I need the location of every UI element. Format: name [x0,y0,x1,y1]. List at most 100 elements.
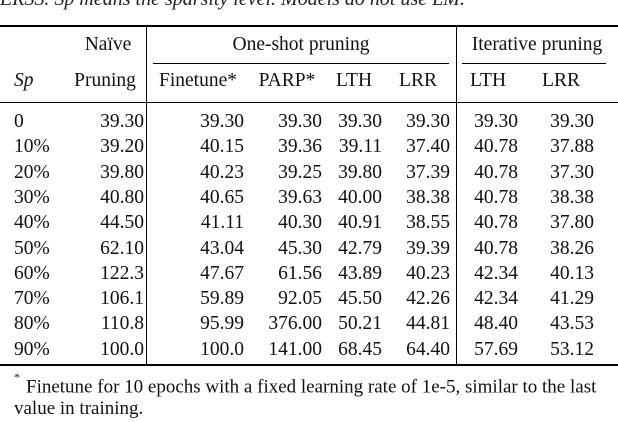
value-cell: 40.78 [474,186,518,208]
column-header: Sp [14,70,34,91]
column-separator [456,26,457,364]
group-header: One-shot pruning [232,34,370,55]
value-cell: 59.89 [200,288,244,310]
value-cell: 41.29 [550,288,594,310]
value-cell: 47.67 [200,262,244,284]
one-shot-underline [153,63,449,64]
value-cell: 64.40 [406,338,450,360]
sparsity-cell: 60% [14,262,50,284]
value-cell: 100.0 [100,338,144,360]
value-cell: 43.89 [338,262,382,284]
column-header: LRR [542,70,580,91]
value-cell: 39.30 [338,111,382,132]
value-cell: 100.0 [200,338,244,360]
column-header: LRR [399,70,437,91]
value-cell: 37.80 [550,212,594,234]
value-cell: 38.55 [406,212,450,234]
value-cell: 40.65 [200,186,244,208]
value-cell: 37.30 [550,161,594,183]
value-cell: 38.38 [550,186,594,208]
value-cell: 45.50 [338,288,382,310]
value-cell: 40.13 [550,262,594,284]
sparsity-cell: 50% [14,237,50,259]
value-cell: 39.30 [278,111,322,132]
value-cell: 39.80 [100,161,144,183]
group-header: Naïve [84,34,132,55]
column-header: Finetune* [159,70,237,91]
value-cell: 39.11 [338,136,382,158]
column-header: Pruning [74,70,136,91]
footnote-marker: * [14,370,20,384]
value-cell: 44.81 [406,313,450,335]
value-cell: 39.80 [338,161,382,183]
value-cell: 39.25 [278,161,322,183]
value-cell: 110.8 [100,313,144,335]
value-cell: 39.30 [200,111,244,132]
value-cell: 42.34 [474,262,518,284]
value-cell: 39.39 [406,237,450,259]
value-cell: 41.11 [200,212,244,234]
value-cell: 37.40 [406,136,450,158]
sparsity-cell: 30% [14,186,50,208]
value-cell: 39.20 [100,136,144,158]
value-cell: 92.05 [278,288,322,310]
value-cell: 39.30 [100,111,144,132]
value-cell: 40.78 [474,237,518,259]
column-header: LTH [469,70,507,91]
column-separator [146,26,147,364]
value-cell: 40.80 [100,186,144,208]
footnote: * Finetune for 10 epochs with a fixed lea… [14,370,614,420]
sparsity-cell: 20% [14,161,50,183]
column-header: LTH [335,70,373,91]
value-cell: 38.38 [406,186,450,208]
value-cell: 39.30 [406,111,450,132]
value-cell: 122.3 [100,262,144,284]
value-cell: 40.23 [200,161,244,183]
value-cell: 376.00 [268,313,322,335]
value-cell: 106.1 [100,288,144,310]
value-cell: 43.04 [200,237,244,259]
value-cell: 40.15 [200,136,244,158]
value-cell: 40.78 [474,161,518,183]
iterative-underline [462,63,606,64]
value-cell: 40.23 [406,262,450,284]
value-cell: 50.21 [338,313,382,335]
value-cell: 62.10 [100,237,144,259]
value-cell: 40.78 [474,212,518,234]
sparsity-cell: 0 [14,111,24,132]
footnote-text: Finetune for 10 epochs with a fixed lear… [14,376,597,420]
sparsity-cell: 40% [14,212,50,234]
value-cell: 40.91 [338,212,382,234]
value-cell: 39.36 [278,136,322,158]
value-cell: 40.78 [474,136,518,158]
value-cell: 61.56 [278,262,322,284]
value-cell: 48.40 [474,313,518,335]
value-cell: 57.69 [474,338,518,360]
value-cell: 42.79 [338,237,382,259]
header-rule [0,102,618,103]
group-header: Iterative pruning [471,34,603,55]
value-cell: 42.26 [406,288,450,310]
value-cell: 68.45 [338,338,382,360]
table-caption: ERSS. Sp means the sparsity level. Model… [0,0,618,16]
value-cell: 43.53 [550,313,594,335]
sparsity-cell: 10% [14,136,50,158]
bottom-rule [0,364,618,366]
sparsity-cell: 90% [14,338,50,360]
value-cell: 95.99 [200,313,244,335]
top-rule [0,25,618,27]
value-cell: 40.30 [278,212,322,234]
value-cell: 39.30 [550,111,594,132]
sparsity-cell: 70% [14,288,50,310]
value-cell: 44.50 [100,212,144,234]
value-cell: 53.12 [550,338,594,360]
value-cell: 141.00 [268,338,322,360]
value-cell: 37.88 [550,136,594,158]
column-header: PARP* [258,70,316,91]
value-cell: 39.63 [278,186,322,208]
value-cell: 40.00 [338,186,382,208]
value-cell: 42.34 [474,288,518,310]
value-cell: 39.30 [474,111,518,132]
value-cell: 38.26 [550,237,594,259]
value-cell: 37.39 [406,161,450,183]
